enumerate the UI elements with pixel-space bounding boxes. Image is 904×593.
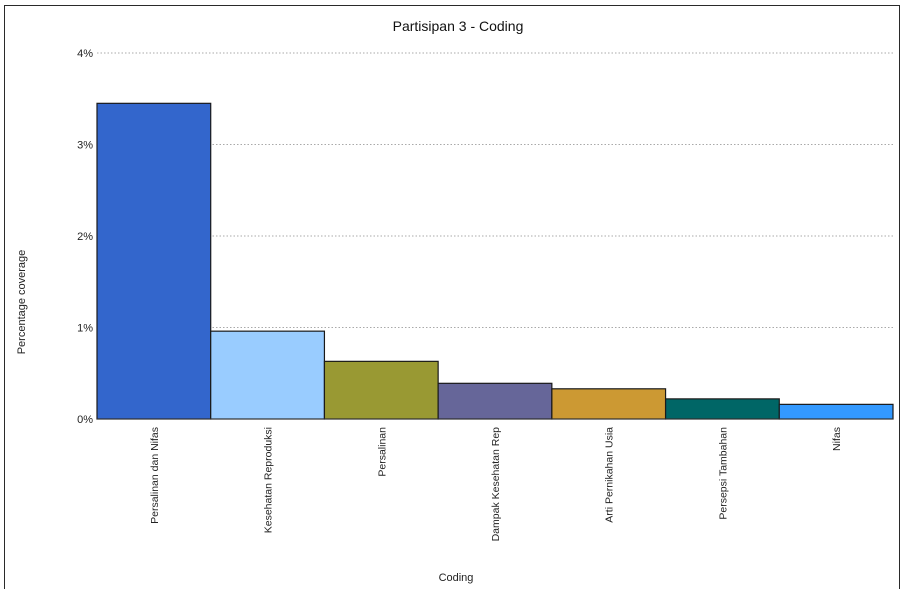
y-axis-label: Percentage coverage (16, 250, 28, 355)
bars (96, 102, 894, 420)
x-category-label: Persalinan dan Nifas (149, 427, 161, 524)
bar-persepsi-tambahan (664, 398, 780, 420)
x-category-label: Persepsi Tambahan (717, 427, 729, 520)
x-category-label: Kesehatan Reproduksi (263, 427, 275, 533)
x-category-label: Persalinan (376, 427, 388, 477)
bar-nifas (778, 403, 894, 420)
bar-persalinan (323, 360, 439, 420)
y-axis-ticks: 0% 1% 2% 3% 4% (77, 48, 93, 426)
y-tick-label: 4% (77, 48, 93, 60)
x-category-label: Arti Pernikahan Usia (604, 427, 616, 523)
bar-persalinan-dan-nifas (96, 102, 212, 420)
x-category-label: Dampak Kesehatan Rep (490, 427, 502, 542)
bar-kesehatan-reproduksi (210, 330, 326, 420)
x-category-label: Nifas (831, 427, 843, 451)
bar-arti-pernikahan-usia (551, 388, 667, 420)
bar-dampak-kesehatan-rep (437, 382, 553, 420)
y-tick-label: 0% (77, 414, 93, 426)
x-axis-categories: Persalinan dan Nifas Kesehatan Reproduksi… (149, 427, 843, 542)
y-tick-label: 1% (77, 323, 93, 335)
gridlines (97, 52, 893, 328)
chart-title: Partisipan 3 - Coding (393, 18, 524, 34)
y-tick-label: 2% (77, 231, 93, 243)
y-tick-label: 3% (77, 140, 93, 152)
x-axis-label: Coding (439, 572, 474, 584)
